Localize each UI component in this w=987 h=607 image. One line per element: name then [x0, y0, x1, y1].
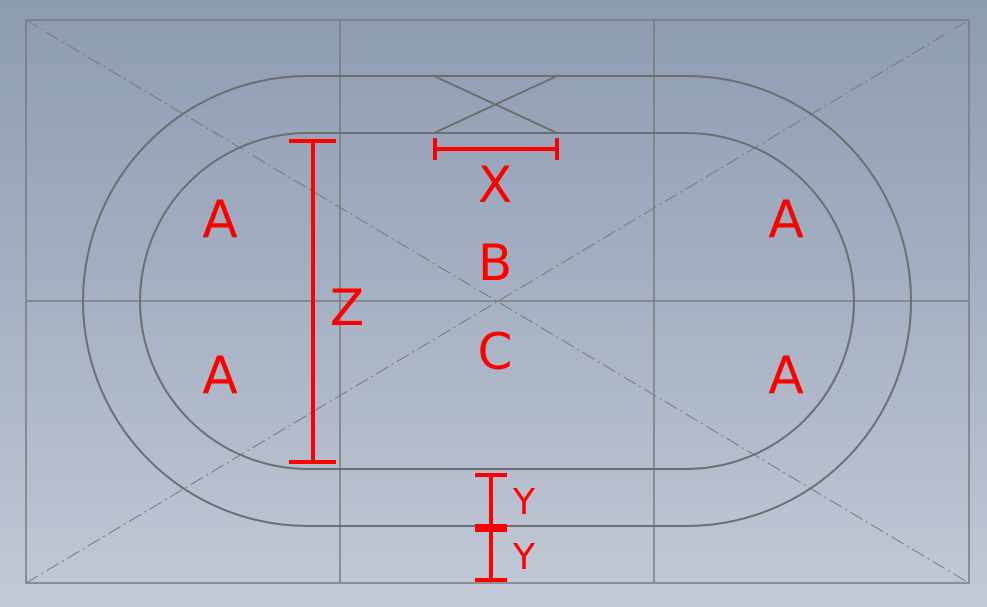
label-a-bottom-left: A: [202, 346, 238, 406]
dimension-y-upper: [475, 473, 507, 528]
label-y-lower: Y: [512, 537, 536, 578]
label-x: X: [478, 156, 512, 214]
crossover-line-2: [433, 75, 558, 134]
label-c: C: [478, 323, 513, 381]
dimension-z: [289, 139, 336, 464]
label-b: B: [478, 234, 512, 292]
dimension-y-lower: [475, 528, 507, 582]
outer-track-outline: [82, 75, 912, 527]
label-a-top-right: A: [768, 190, 804, 250]
label-a-top-left: A: [202, 190, 238, 250]
dimension-x: [433, 138, 559, 160]
label-y-upper: Y: [512, 482, 536, 523]
label-a-bottom-right: A: [768, 346, 804, 406]
label-z: Z: [330, 279, 364, 337]
diagonal-line-1: [25, 19, 970, 584]
inner-track-outline: [139, 132, 855, 470]
